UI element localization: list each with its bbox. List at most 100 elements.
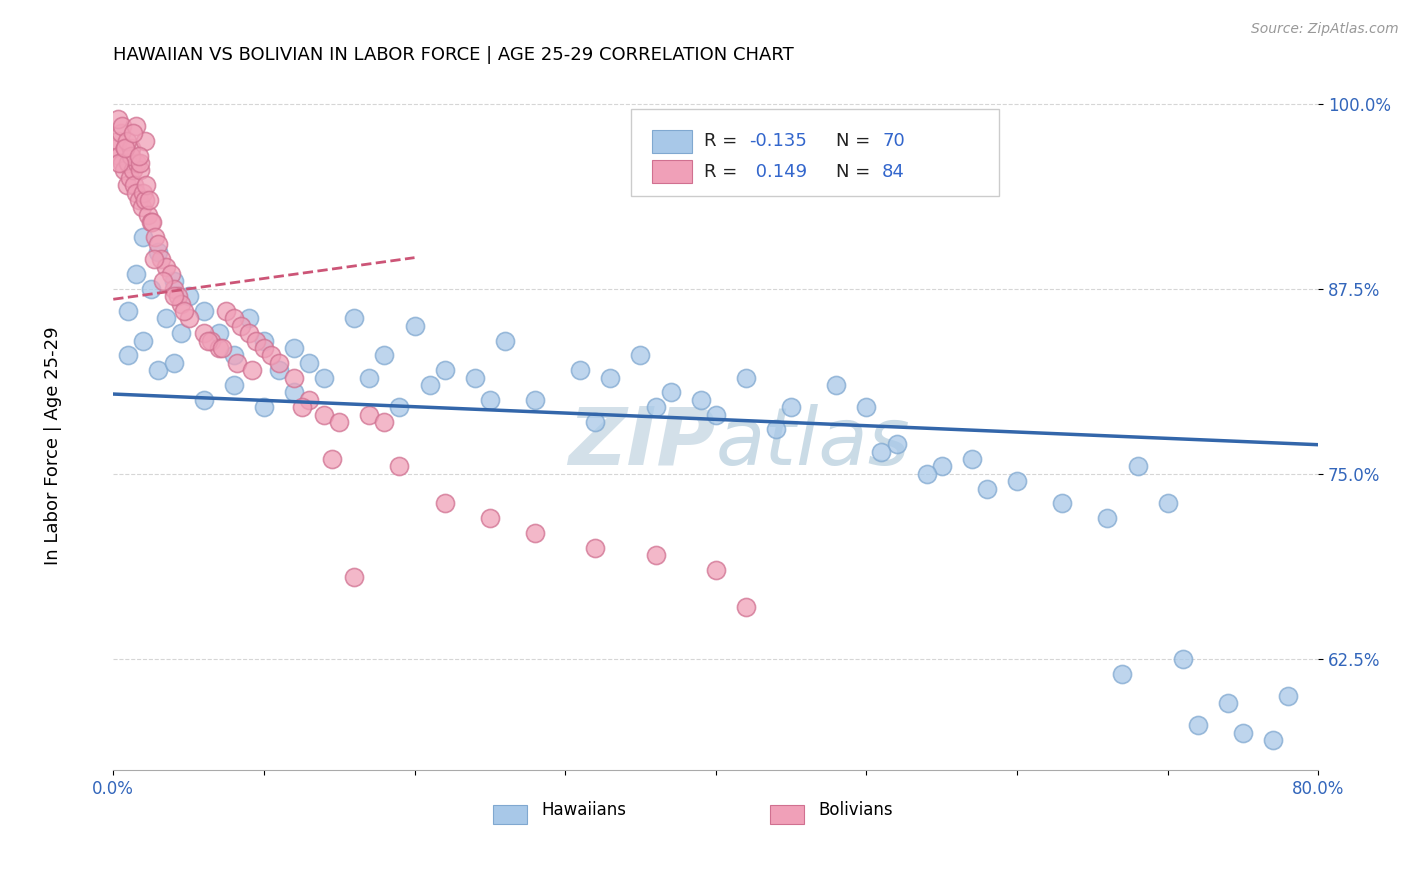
Text: -0.135: -0.135 bbox=[749, 132, 807, 150]
Point bbox=[162, 274, 184, 288]
Point bbox=[141, 215, 163, 229]
Point bbox=[129, 156, 152, 170]
Point bbox=[120, 141, 142, 155]
Point bbox=[222, 348, 245, 362]
Point bbox=[328, 415, 350, 429]
Point bbox=[886, 437, 908, 451]
Point bbox=[136, 208, 159, 222]
Point bbox=[253, 334, 276, 348]
Point bbox=[298, 392, 321, 407]
Point bbox=[125, 267, 148, 281]
Point bbox=[231, 318, 253, 333]
Point bbox=[193, 304, 215, 318]
Text: N =: N = bbox=[837, 132, 876, 150]
Point bbox=[245, 334, 267, 348]
Point bbox=[193, 326, 215, 341]
Point bbox=[267, 363, 290, 377]
Point bbox=[1277, 689, 1299, 703]
Point bbox=[211, 341, 233, 355]
Point bbox=[222, 378, 245, 392]
Point bbox=[298, 356, 321, 370]
Point bbox=[107, 134, 129, 148]
Point bbox=[704, 408, 727, 422]
Point bbox=[359, 370, 381, 384]
Point bbox=[1216, 696, 1239, 710]
Point bbox=[644, 401, 666, 415]
Point bbox=[193, 392, 215, 407]
Point bbox=[1171, 652, 1194, 666]
Point bbox=[583, 541, 606, 555]
FancyBboxPatch shape bbox=[652, 129, 692, 153]
Point bbox=[915, 467, 938, 481]
Point bbox=[225, 356, 247, 370]
Point bbox=[583, 415, 606, 429]
Point bbox=[222, 311, 245, 326]
Point bbox=[433, 363, 456, 377]
Text: In Labor Force | Age 25-29: In Labor Force | Age 25-29 bbox=[45, 326, 62, 566]
Point bbox=[1005, 474, 1028, 488]
Point bbox=[630, 348, 652, 362]
Text: ZIP: ZIP bbox=[568, 404, 716, 482]
Point bbox=[120, 148, 142, 162]
Point bbox=[359, 408, 381, 422]
Point bbox=[131, 200, 153, 214]
Point bbox=[112, 163, 135, 178]
Point bbox=[128, 148, 150, 162]
Point bbox=[765, 422, 787, 436]
Point bbox=[569, 363, 592, 377]
Point bbox=[111, 119, 134, 133]
Point bbox=[314, 370, 336, 384]
FancyBboxPatch shape bbox=[631, 109, 998, 196]
Point bbox=[108, 148, 131, 162]
Point bbox=[343, 311, 366, 326]
Point bbox=[117, 156, 139, 170]
Point bbox=[215, 304, 238, 318]
Point bbox=[197, 334, 219, 348]
Point bbox=[117, 348, 139, 362]
Point bbox=[121, 126, 143, 140]
Point bbox=[159, 267, 181, 281]
Point bbox=[173, 304, 195, 318]
Point bbox=[125, 119, 148, 133]
Point bbox=[177, 289, 200, 303]
Point bbox=[494, 334, 516, 348]
Point bbox=[260, 348, 283, 362]
Point bbox=[343, 570, 366, 584]
Point bbox=[960, 452, 983, 467]
Point bbox=[107, 112, 129, 126]
Point bbox=[170, 296, 193, 310]
Point bbox=[134, 193, 156, 207]
Point bbox=[373, 348, 395, 362]
Point bbox=[170, 326, 193, 341]
Point bbox=[108, 156, 131, 170]
Point bbox=[433, 496, 456, 510]
Point bbox=[253, 401, 276, 415]
Point bbox=[419, 378, 441, 392]
Point bbox=[825, 378, 848, 392]
Point bbox=[1187, 718, 1209, 732]
Point bbox=[142, 252, 165, 267]
Point bbox=[132, 334, 155, 348]
Point bbox=[162, 289, 184, 303]
Point bbox=[283, 341, 305, 355]
Point bbox=[283, 385, 305, 400]
Point bbox=[1097, 511, 1119, 525]
Point bbox=[114, 141, 136, 155]
Point bbox=[855, 401, 877, 415]
Point bbox=[644, 548, 666, 562]
Point bbox=[238, 326, 260, 341]
Point bbox=[1261, 733, 1284, 747]
Point bbox=[524, 392, 547, 407]
FancyBboxPatch shape bbox=[652, 161, 692, 184]
Point bbox=[599, 370, 621, 384]
Point bbox=[139, 215, 162, 229]
Point bbox=[135, 178, 157, 193]
Point bbox=[478, 511, 501, 525]
Point bbox=[1050, 496, 1073, 510]
Point bbox=[148, 363, 170, 377]
Text: N =: N = bbox=[837, 162, 876, 180]
Text: Source: ZipAtlas.com: Source: ZipAtlas.com bbox=[1251, 22, 1399, 37]
Point bbox=[659, 385, 682, 400]
Point bbox=[321, 452, 343, 467]
Point bbox=[388, 459, 411, 474]
